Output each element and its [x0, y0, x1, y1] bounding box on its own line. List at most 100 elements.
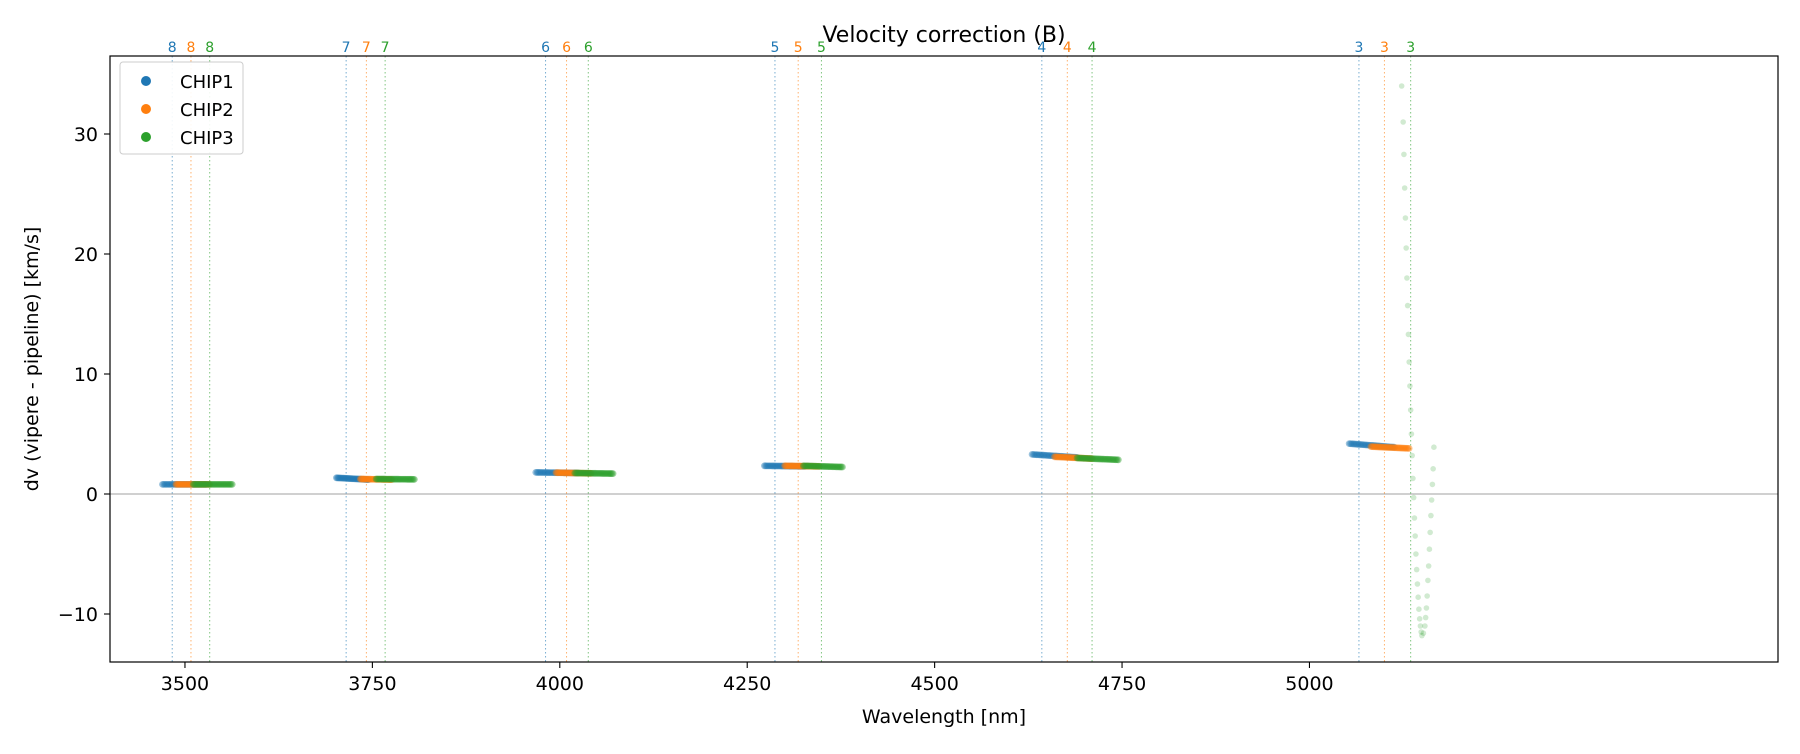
data-points-layer [159, 83, 1437, 639]
data-point-chip1 [763, 462, 771, 470]
data-point-chip1 [1038, 451, 1046, 459]
data-point-chip2 [1393, 444, 1401, 452]
data-point-chip2 [1052, 453, 1060, 461]
data-point-chip1 [1386, 443, 1394, 451]
data-point-chip3 [394, 475, 402, 483]
data-point-chip2 [806, 462, 814, 470]
data-point-chip2 [1369, 443, 1377, 451]
data-point-chip2 [363, 475, 370, 483]
outlier-point-chip3 [1429, 481, 1436, 488]
data-point-chip3 [225, 481, 232, 488]
data-point-chip2 [800, 462, 808, 470]
data-point-chip2 [807, 462, 815, 470]
data-point-chip3 [609, 470, 617, 477]
outlier-point-chip3 [1411, 515, 1418, 521]
data-point-chip2 [575, 469, 583, 477]
data-point-chip2 [1058, 453, 1066, 461]
data-point-chip3 [1098, 455, 1106, 463]
data-point-chip1 [545, 469, 553, 476]
data-point-chip3 [599, 470, 607, 477]
data-point-chip1 [1073, 454, 1081, 461]
plot-frame [109, 55, 1779, 663]
data-point-chip3 [839, 463, 846, 471]
data-point-chip1 [778, 462, 785, 470]
data-point-chip2 [562, 469, 570, 477]
data-point-chip1 [797, 462, 805, 470]
data-point-chip1 [793, 462, 801, 470]
data-point-chip1 [798, 462, 806, 470]
data-point-chip3 [1088, 455, 1096, 463]
order-label-chip3: 5 [817, 40, 826, 56]
data-point-chip2 [1057, 453, 1065, 461]
data-point-chip2 [381, 476, 389, 483]
data-point-chip2 [585, 469, 593, 477]
data-point-chip1 [795, 462, 802, 470]
data-point-chip3 [380, 475, 387, 483]
data-point-chip1 [1348, 440, 1356, 448]
data-point-chip1 [559, 469, 567, 477]
data-point-chip1 [539, 469, 546, 476]
data-point-chip2 [1081, 454, 1089, 462]
data-point-chip1 [1350, 440, 1357, 448]
data-point-chip1 [332, 474, 340, 482]
outlier-point-chip3 [1401, 151, 1407, 158]
data-point-chip1 [800, 462, 808, 470]
data-point-chip1 [779, 462, 787, 470]
data-point-chip2 [1071, 454, 1079, 462]
data-point-chip2 [566, 469, 574, 477]
data-point-chip2 [794, 462, 802, 470]
data-point-chip3 [591, 469, 598, 477]
data-point-chip2 [371, 475, 379, 483]
data-point-chip3 [811, 462, 819, 470]
outlier-point-chip3 [1419, 632, 1425, 639]
data-point-chip3 [404, 475, 412, 483]
data-point-chip1 [1369, 442, 1376, 449]
data-point-chip2 [1378, 443, 1386, 451]
data-point-chip2 [586, 469, 594, 477]
data-point-chip2 [368, 475, 375, 483]
data-point-chip3 [835, 463, 843, 471]
data-point-chip2 [1405, 445, 1413, 452]
data-point-chip2 [1388, 444, 1396, 451]
data-point-chip3 [197, 481, 205, 488]
data-point-chip2 [1381, 443, 1388, 451]
outlier-point-chip3 [1400, 119, 1406, 125]
data-point-chip1 [195, 481, 203, 488]
legend-label-chip1: CHIP1 [180, 72, 234, 93]
data-point-chip3 [377, 475, 385, 483]
data-point-chip3 [207, 481, 215, 488]
data-point-chip2 [801, 462, 809, 470]
y-tick-label: 10 [74, 364, 98, 386]
data-point-chip2 [804, 462, 812, 470]
data-point-chip1 [1035, 451, 1043, 459]
outlier-point-chip3 [1423, 605, 1430, 611]
data-point-chip2 [1392, 444, 1399, 452]
data-point-chip2 [204, 481, 211, 488]
order-label-chip1: 6 [541, 40, 550, 56]
data-point-chip2 [379, 476, 387, 483]
data-point-chip1 [535, 469, 542, 476]
data-point-chip1 [1072, 453, 1080, 461]
outlier-point-chip3 [1413, 551, 1419, 557]
data-point-chip2 [365, 475, 372, 483]
data-point-chip1 [201, 481, 208, 488]
data-point-chip3 [191, 481, 198, 488]
outlier-point-chip3 [1412, 533, 1418, 539]
data-point-chip1 [342, 474, 350, 482]
data-point-chip1 [352, 475, 360, 483]
y-axis-label: dv (vipere - pipeline) [km/s] [21, 227, 43, 492]
data-point-chip2 [571, 469, 579, 477]
outlier-point-chip3 [1407, 407, 1414, 413]
data-point-chip1 [194, 481, 201, 488]
data-point-chip1 [159, 481, 166, 488]
data-point-chip2 [578, 469, 586, 477]
data-point-chip2 [559, 469, 567, 477]
data-point-chip2 [388, 476, 396, 483]
data-point-chip3 [1101, 455, 1109, 463]
data-point-chip3 [1094, 455, 1102, 463]
data-point-chip1 [180, 481, 187, 488]
data-point-chip2 [569, 469, 577, 477]
data-point-chip1 [174, 481, 182, 488]
data-point-chip2 [1395, 444, 1403, 452]
